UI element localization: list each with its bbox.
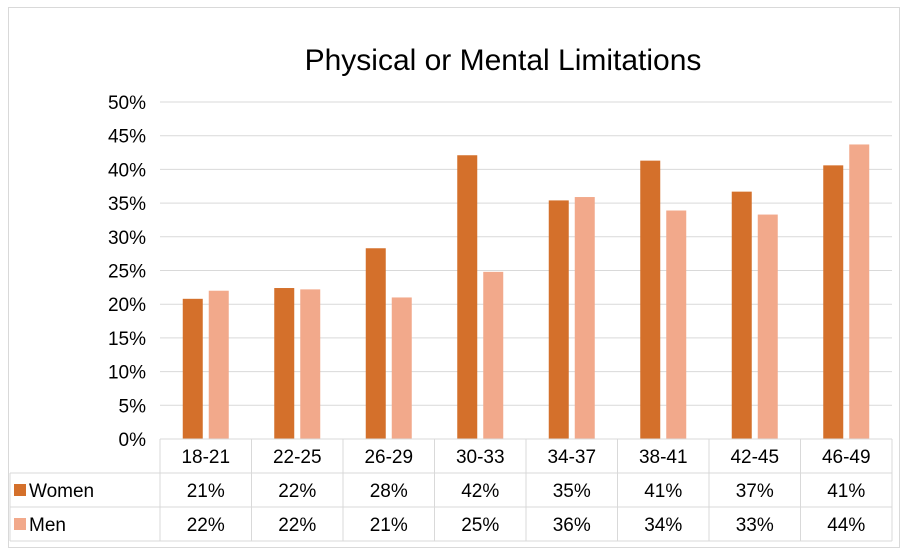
bar-women-42-45 — [731, 191, 752, 439]
category-label: 46-49 — [822, 447, 871, 468]
y-tick-label: 45% — [108, 127, 146, 148]
data-label: 22% — [278, 515, 316, 536]
bar-women-18-21 — [182, 298, 203, 439]
data-label: 34% — [644, 515, 682, 536]
data-label: 42% — [461, 481, 499, 502]
y-tick-label: 40% — [108, 160, 146, 181]
y-tick-label: 35% — [108, 194, 146, 215]
y-tick-label: 10% — [108, 363, 146, 384]
bar-men-46-49 — [849, 144, 870, 439]
category-label: 34-37 — [547, 447, 596, 468]
bar-women-30-33 — [457, 155, 478, 439]
data-label: 44% — [827, 515, 865, 536]
data-table: 18-21 22-25 26-29 30-33 34-37 38-41 42-45 46-49… — [9, 438, 893, 542]
data-label: 28% — [370, 481, 408, 502]
bar-men-30-33 — [483, 271, 504, 439]
y-tick-label: 25% — [108, 262, 146, 283]
bars — [182, 144, 870, 439]
y-tick-label: 0% — [119, 430, 147, 451]
bar-women-22-25 — [274, 288, 295, 439]
data-label: 35% — [553, 481, 591, 502]
category-label: 26-29 — [364, 447, 413, 468]
bar-women-46-49 — [823, 165, 844, 439]
bar-men-18-21 — [208, 290, 229, 439]
chart-title: Physical or Mental Limitations — [305, 44, 702, 77]
category-label: 42-45 — [730, 447, 779, 468]
y-tick-label: 30% — [108, 228, 146, 249]
y-tick-label: 15% — [108, 329, 146, 350]
y-tick-label: 5% — [119, 396, 147, 417]
data-label: 22% — [278, 481, 316, 502]
data-label: 22% — [187, 515, 225, 536]
bar-men-26-29 — [391, 297, 412, 439]
bar-men-34-37 — [574, 197, 595, 439]
data-label: 21% — [370, 515, 408, 536]
bar-women-34-37 — [548, 200, 569, 439]
bar-men-22-25 — [300, 289, 321, 439]
data-label: 41% — [827, 481, 865, 502]
bar-women-38-41 — [640, 160, 661, 439]
data-label: 33% — [736, 515, 774, 536]
gridlines — [160, 101, 892, 406]
legend-key-men — [14, 518, 26, 530]
y-axis-ticks: 0% 5% 10% 15% 20% 25% 30% 35% 40% 45% 50% — [108, 93, 146, 451]
category-label: 22-25 — [273, 447, 322, 468]
data-label: 41% — [644, 481, 682, 502]
y-tick-label: 50% — [108, 93, 146, 114]
legend-label-women: Women — [29, 481, 94, 502]
bar-men-42-45 — [757, 214, 778, 439]
category-label: 18-21 — [181, 447, 230, 468]
data-label: 21% — [187, 481, 225, 502]
data-label: 37% — [736, 481, 774, 502]
legend-label-men: Men — [29, 515, 66, 536]
bar-men-38-41 — [666, 210, 687, 439]
bar-women-26-29 — [365, 248, 386, 439]
data-label: 36% — [553, 515, 591, 536]
data-label: 25% — [461, 515, 499, 536]
legend-key-women — [14, 484, 26, 496]
category-label: 30-33 — [456, 447, 505, 468]
category-label: 38-41 — [639, 447, 688, 468]
y-tick-label: 20% — [108, 295, 146, 316]
